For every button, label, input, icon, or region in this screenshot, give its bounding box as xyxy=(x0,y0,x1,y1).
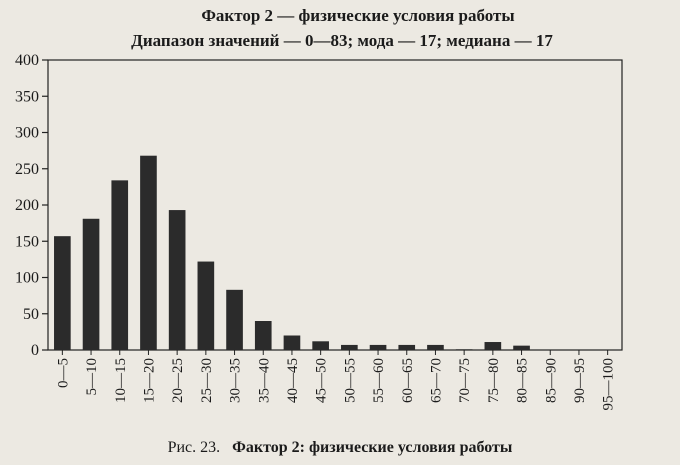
x-tick-label: 15—20 xyxy=(141,358,157,403)
bar xyxy=(82,218,100,350)
x-tick-label: 5—10 xyxy=(84,358,100,396)
y-tick-label: 200 xyxy=(15,197,39,214)
x-tick-label: 80—85 xyxy=(515,358,531,403)
bar xyxy=(197,261,215,350)
y-tick-label: 350 xyxy=(15,88,39,105)
chart-title: Фактор 2 — физические условия работы xyxy=(201,6,514,25)
x-tick-label: 95—100 xyxy=(601,358,617,411)
x-tick-label: 40—45 xyxy=(285,358,301,403)
bar xyxy=(398,344,416,350)
x-tick-label: 10—15 xyxy=(113,358,129,403)
x-tick-label: 55—60 xyxy=(371,358,387,403)
bar xyxy=(168,210,186,350)
x-tick-label: 85—90 xyxy=(543,358,559,403)
bar xyxy=(484,342,502,350)
x-tick-label: 70—75 xyxy=(457,358,473,403)
bar xyxy=(226,289,243,350)
bar xyxy=(312,341,329,350)
bar xyxy=(513,345,530,350)
x-tick-label: 30—35 xyxy=(228,358,244,403)
x-tick-label: 0—5 xyxy=(55,358,71,388)
x-tick-label: 20—25 xyxy=(170,358,186,403)
chart-subtitle: Диапазон значений — 0—83; мода — 17; мед… xyxy=(131,31,553,50)
x-tick-label: 35—40 xyxy=(256,358,272,403)
plot-frame xyxy=(47,59,623,351)
x-tick-label: 75—80 xyxy=(486,358,502,403)
y-tick-label: 100 xyxy=(15,270,39,287)
bar xyxy=(369,344,387,350)
bar xyxy=(283,335,301,350)
x-tick-label: 45—50 xyxy=(314,358,330,403)
y-tick-label: 50 xyxy=(23,306,39,323)
y-tick-label: 250 xyxy=(15,161,39,178)
x-tick-label: 90—95 xyxy=(572,358,588,403)
caption-text: Фактор 2: физические условия работы xyxy=(232,439,513,456)
bar xyxy=(455,349,473,350)
x-tick-label: 65—70 xyxy=(428,358,444,403)
bar xyxy=(427,344,444,350)
axes: 0 50 100 150 200 250 300 350 400 xyxy=(15,52,623,359)
y-tick-label: 400 xyxy=(15,52,39,69)
x-tick-label: 25—30 xyxy=(199,358,215,403)
y-tick-label: 0 xyxy=(31,342,39,359)
bar xyxy=(140,155,157,350)
bar xyxy=(111,180,129,350)
caption-prefix: Рис. 23. xyxy=(168,439,221,456)
x-tick-labels: 0—5 5—10 10—15 15—20 20—25 25—30 30—35 35—40 40—… xyxy=(55,350,617,411)
bar xyxy=(254,321,272,350)
y-tick-label: 300 xyxy=(15,125,39,142)
bar xyxy=(54,236,71,350)
figure-caption: Рис. 23. Фактор 2: физические условия ра… xyxy=(168,439,513,456)
x-tick-label: 60—65 xyxy=(400,358,416,403)
y-tick-label: 150 xyxy=(15,233,39,250)
bar xyxy=(341,344,358,350)
x-tick-label: 50—55 xyxy=(342,358,358,403)
bars-group xyxy=(54,155,530,350)
